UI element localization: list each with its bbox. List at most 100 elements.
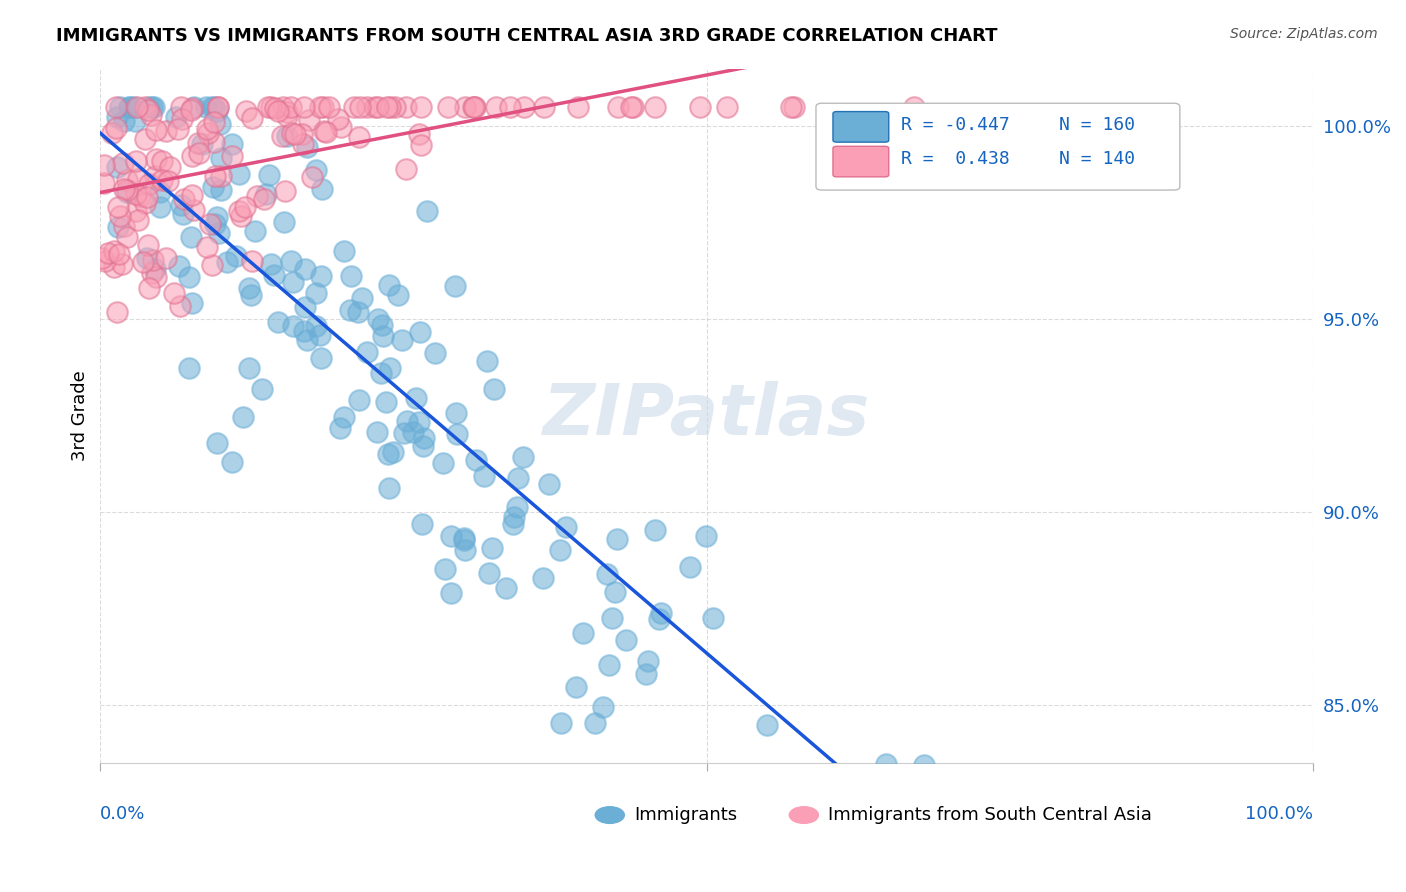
Point — [367, 312, 389, 326]
Point — [606, 532, 628, 546]
Point — [605, 585, 627, 599]
Point — [235, 104, 257, 119]
Point — [229, 209, 252, 223]
Point — [276, 128, 298, 143]
Point — [145, 169, 167, 183]
Point — [620, 100, 643, 114]
Point — [464, 453, 486, 467]
Point — [343, 100, 366, 114]
Point — [347, 130, 370, 145]
Point — [860, 775, 883, 789]
Point — [155, 124, 177, 138]
Point — [215, 255, 238, 269]
Point — [232, 409, 254, 424]
Point — [374, 395, 396, 409]
Point — [181, 101, 204, 115]
Point — [495, 582, 517, 596]
Point — [297, 334, 319, 348]
Point — [259, 257, 281, 271]
Point — [167, 260, 190, 274]
Point — [170, 100, 193, 114]
Point — [273, 184, 295, 198]
Point — [138, 281, 160, 295]
Point — [115, 173, 138, 187]
Point — [312, 124, 335, 138]
Point — [565, 680, 588, 694]
Point — [209, 183, 232, 197]
Point — [716, 100, 738, 114]
Point — [183, 203, 205, 218]
Point — [689, 100, 711, 114]
Point — [391, 333, 413, 347]
Point — [283, 319, 305, 334]
Point — [111, 257, 134, 271]
Point — [273, 100, 295, 114]
Point — [173, 192, 195, 206]
Point — [311, 182, 333, 196]
Point — [103, 260, 125, 274]
Point — [221, 149, 243, 163]
Point — [381, 445, 404, 459]
Text: N = 140: N = 140 — [1059, 151, 1135, 169]
Point — [550, 715, 572, 730]
Text: 0.0%: 0.0% — [100, 805, 146, 822]
Point — [141, 108, 163, 122]
Point — [291, 128, 314, 142]
Point — [127, 100, 149, 114]
Point — [464, 100, 486, 114]
Point — [263, 268, 285, 283]
Point — [125, 187, 148, 202]
Text: R =  0.438: R = 0.438 — [901, 151, 1010, 169]
Point — [506, 500, 529, 515]
Point — [1090, 775, 1112, 789]
Point — [606, 100, 628, 114]
Point — [254, 187, 277, 202]
Point — [756, 718, 779, 732]
Point — [180, 296, 202, 310]
Point — [702, 611, 724, 625]
Point — [141, 266, 163, 280]
Point — [356, 100, 378, 114]
Point — [238, 281, 260, 295]
Point — [461, 100, 484, 114]
Point — [128, 189, 150, 203]
Point — [142, 100, 165, 114]
Point — [134, 131, 156, 145]
Point — [201, 258, 224, 272]
Point — [481, 541, 503, 556]
Text: Immigrants from South Central Asia: Immigrants from South Central Asia — [828, 806, 1152, 824]
Point — [183, 100, 205, 114]
Point — [205, 436, 228, 450]
Point — [295, 140, 318, 154]
Point — [205, 103, 228, 118]
Point — [195, 122, 218, 136]
Point — [648, 612, 671, 626]
Point — [142, 253, 165, 268]
Point — [122, 100, 145, 114]
Point — [228, 167, 250, 181]
Point — [614, 633, 637, 648]
Point — [259, 169, 281, 183]
Point — [377, 447, 399, 461]
Point — [159, 160, 181, 174]
Point — [276, 104, 298, 119]
Point — [104, 100, 127, 114]
Point — [513, 100, 536, 114]
Point — [900, 775, 922, 789]
Point — [271, 128, 294, 143]
Point — [304, 163, 326, 178]
Point — [446, 427, 468, 442]
Point — [425, 346, 447, 360]
Point — [329, 421, 352, 435]
Point — [308, 100, 330, 114]
Point — [454, 100, 477, 114]
Point — [225, 249, 247, 263]
Point — [315, 126, 337, 140]
Point — [201, 100, 224, 114]
Point — [679, 560, 702, 574]
Point — [145, 152, 167, 166]
Point — [364, 100, 387, 114]
Point — [412, 431, 434, 445]
Point — [150, 153, 173, 168]
Point — [138, 237, 160, 252]
